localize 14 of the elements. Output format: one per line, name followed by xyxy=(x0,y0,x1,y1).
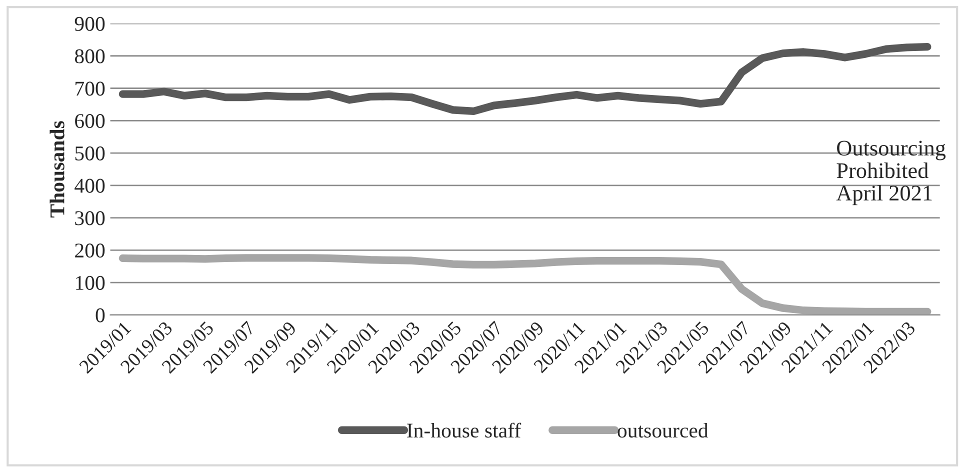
y-tick-label: 700 xyxy=(76,82,105,96)
annotation: Outsourcing Prohibited April 2021 xyxy=(836,140,946,206)
y-tick-label: 400 xyxy=(74,178,105,193)
y-axis-title: Thousands xyxy=(50,121,64,218)
y-tick-label: 0 xyxy=(96,308,105,322)
y-tick-label: 100 xyxy=(76,276,105,290)
y-tick-label: 200 xyxy=(75,244,105,258)
y-tick-label: 300 xyxy=(75,211,105,226)
y-tick-label: 800 xyxy=(74,49,105,64)
legend-label: outsourced xyxy=(618,422,708,438)
legend-label: In-house staff xyxy=(407,422,522,438)
y-tick-label: 500 xyxy=(75,146,105,160)
y-tick-label: 900 xyxy=(74,16,105,31)
y-tick-label: 600 xyxy=(75,114,105,128)
